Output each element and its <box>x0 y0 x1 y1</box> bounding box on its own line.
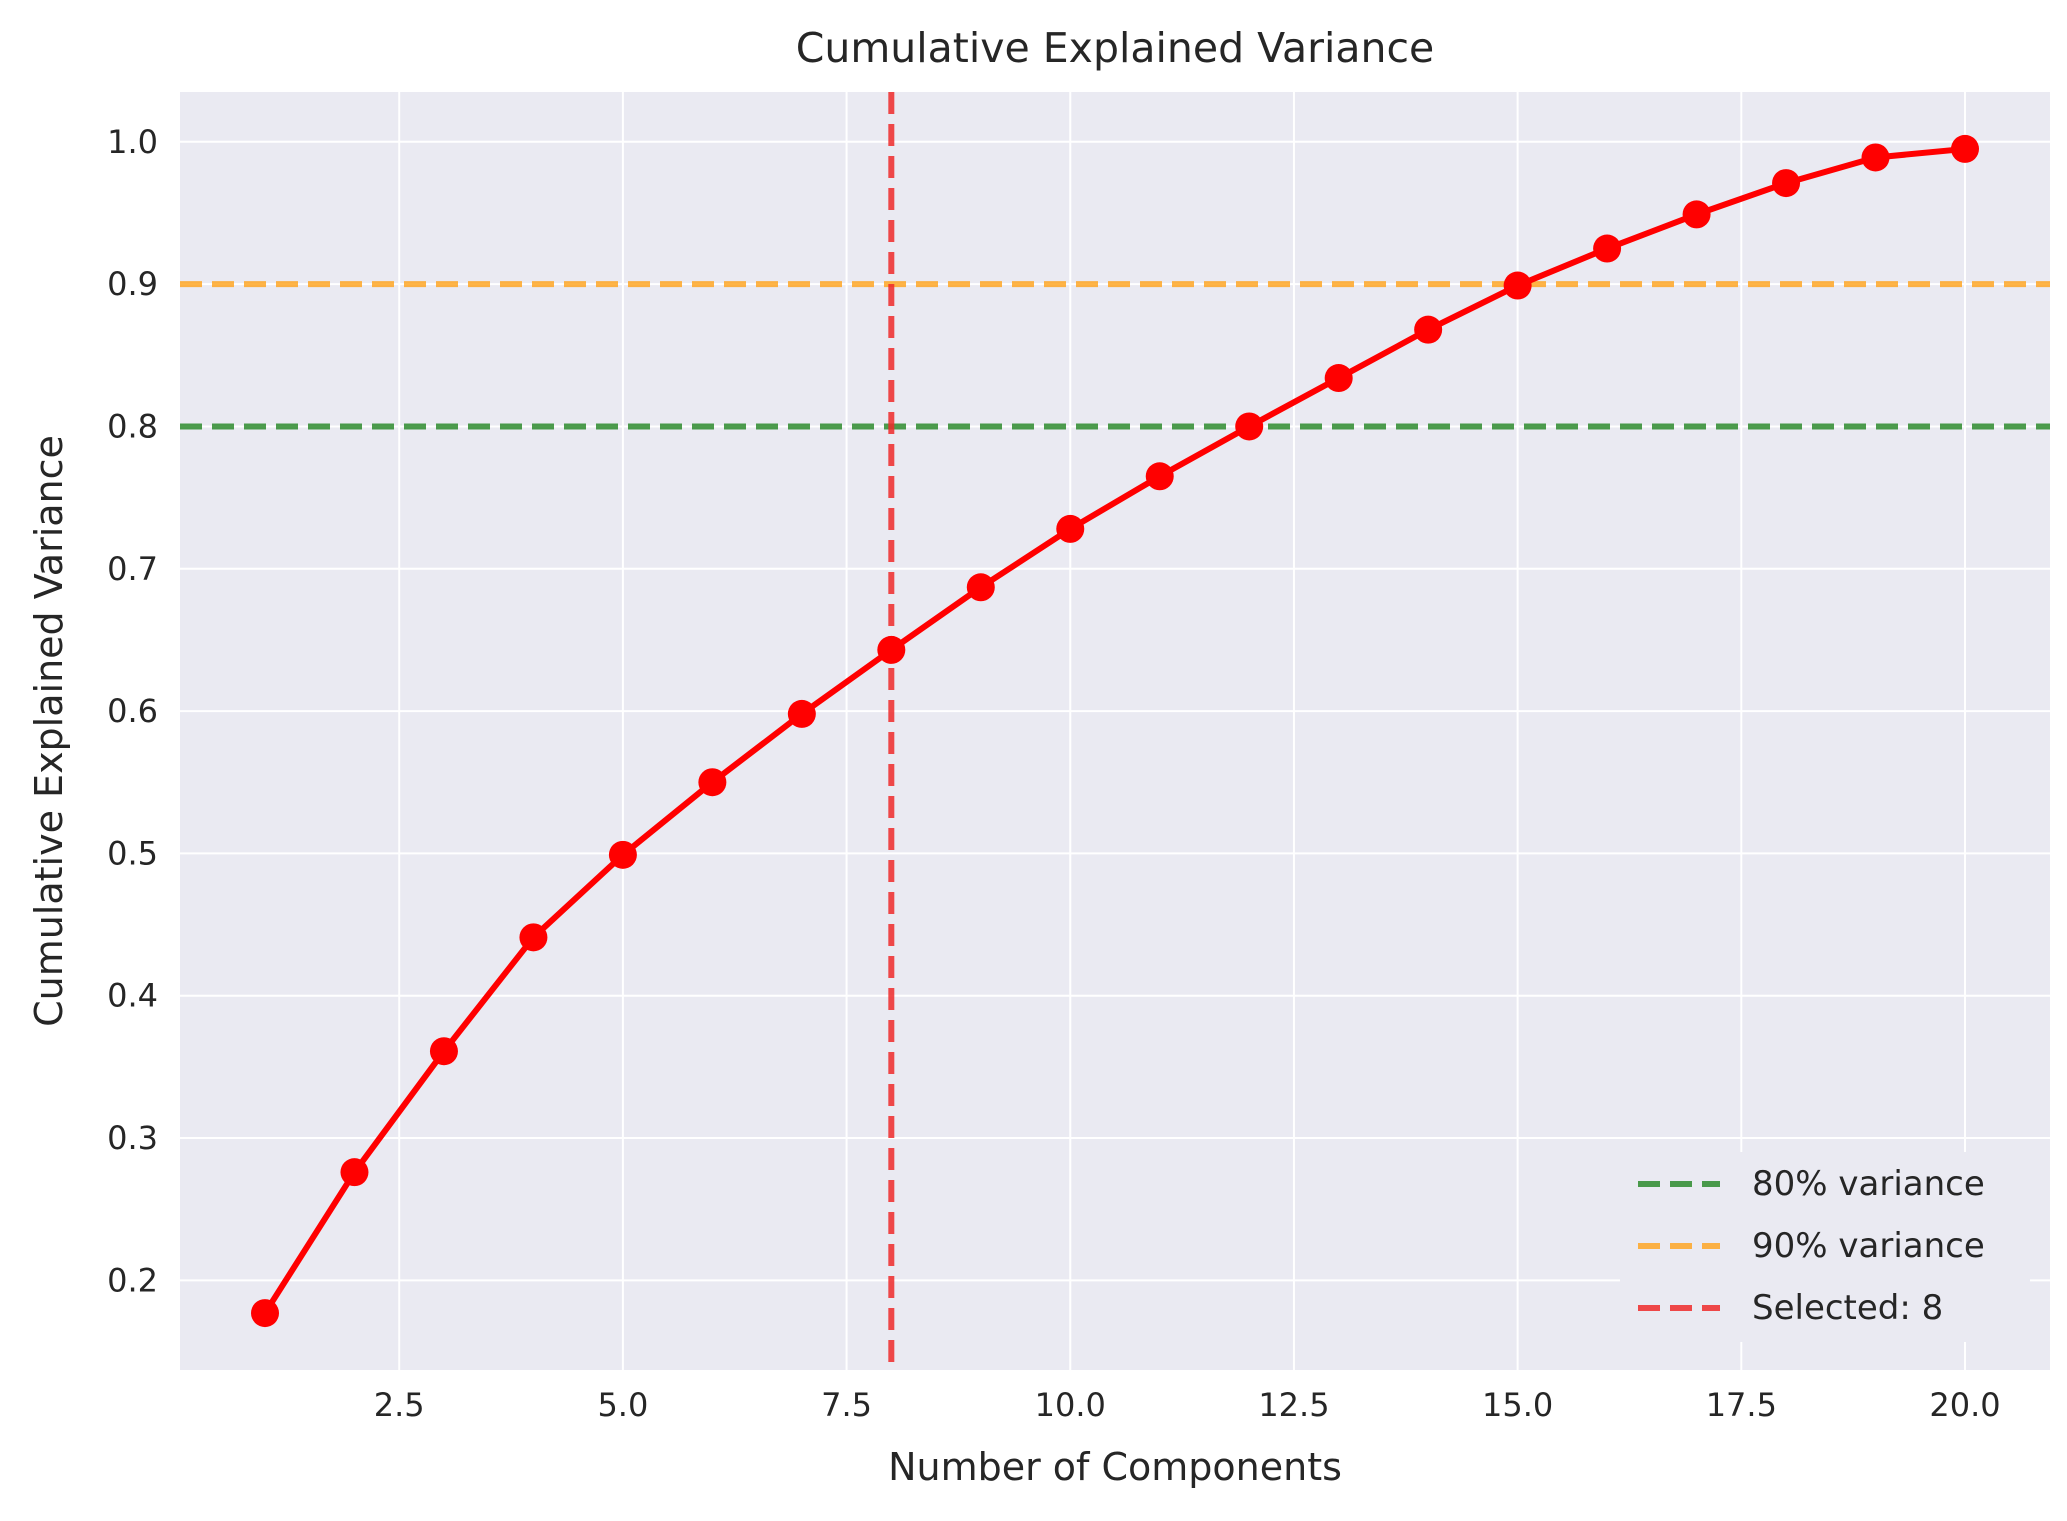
reference-lines <box>180 92 2050 1370</box>
x-tick-label: 5.0 <box>597 1386 648 1424</box>
data-point <box>608 840 637 869</box>
y-tick-label: 1.0 <box>107 123 158 161</box>
data-point <box>1503 271 1532 300</box>
data-point <box>1145 462 1174 491</box>
data-point <box>877 635 906 664</box>
x-tick-label: 12.5 <box>1258 1386 1329 1424</box>
y-tick-label: 0.8 <box>107 407 158 445</box>
data-point <box>1414 315 1443 344</box>
legend-label: Selected: 8 <box>1752 1288 1943 1328</box>
legend-label: 90% variance <box>1752 1226 1985 1266</box>
x-axis-ticks: 2.5 5.0 7.5 10.0 12.5 15.0 17.5 20.0 <box>374 1386 2001 1424</box>
legend-label: 80% variance <box>1752 1164 1985 1204</box>
data-point <box>1324 364 1353 393</box>
legend: 80% variance 90% variance Selected: 8 <box>1620 1152 2030 1342</box>
x-tick-label: 15.0 <box>1482 1386 1553 1424</box>
data-point <box>1682 200 1711 229</box>
data-point <box>251 1299 279 1328</box>
y-tick-label: 0.3 <box>107 1119 158 1157</box>
data-point <box>966 573 995 602</box>
x-tick-label: 7.5 <box>821 1386 872 1424</box>
series-line <box>262 145 1966 1315</box>
data-point <box>429 1037 458 1066</box>
x-tick-label: 20.0 <box>1929 1386 2000 1424</box>
data-point <box>787 699 816 728</box>
y-tick-label: 0.7 <box>107 550 158 588</box>
legend-entry-selected: Selected: 8 <box>1638 1288 1943 1328</box>
y-axis-label: Cumulative Explained Variance <box>27 435 71 1027</box>
x-tick-label: 2.5 <box>374 1386 425 1424</box>
data-point <box>1593 234 1622 263</box>
data-point <box>1861 143 1890 172</box>
legend-box <box>1620 1152 2030 1342</box>
data-point <box>340 1158 369 1187</box>
data-point <box>1772 169 1801 198</box>
x-tick-label: 10.0 <box>1035 1386 1106 1424</box>
x-axis-label: Number of Components <box>888 1445 1342 1489</box>
chart-title: Cumulative Explained Variance <box>796 24 1435 72</box>
x-tick-label: 17.5 <box>1706 1386 1777 1424</box>
data-point <box>519 923 548 952</box>
series-layer <box>251 134 1979 1328</box>
y-tick-label: 0.9 <box>107 265 158 303</box>
data-point <box>698 768 727 797</box>
data-point <box>1951 134 1979 163</box>
data-point <box>1235 412 1264 441</box>
y-tick-label: 0.5 <box>107 834 158 872</box>
legend-entry-80: 80% variance <box>1638 1164 1985 1204</box>
data-point <box>1056 514 1085 543</box>
y-axis-ticks: 0.2 0.3 0.4 0.5 0.6 0.7 0.8 0.9 1.0 <box>107 123 158 1300</box>
y-tick-label: 0.2 <box>107 1261 158 1299</box>
y-tick-label: 0.4 <box>107 977 158 1015</box>
y-tick-label: 0.6 <box>107 692 158 730</box>
legend-entry-90: 90% variance <box>1638 1226 1985 1266</box>
